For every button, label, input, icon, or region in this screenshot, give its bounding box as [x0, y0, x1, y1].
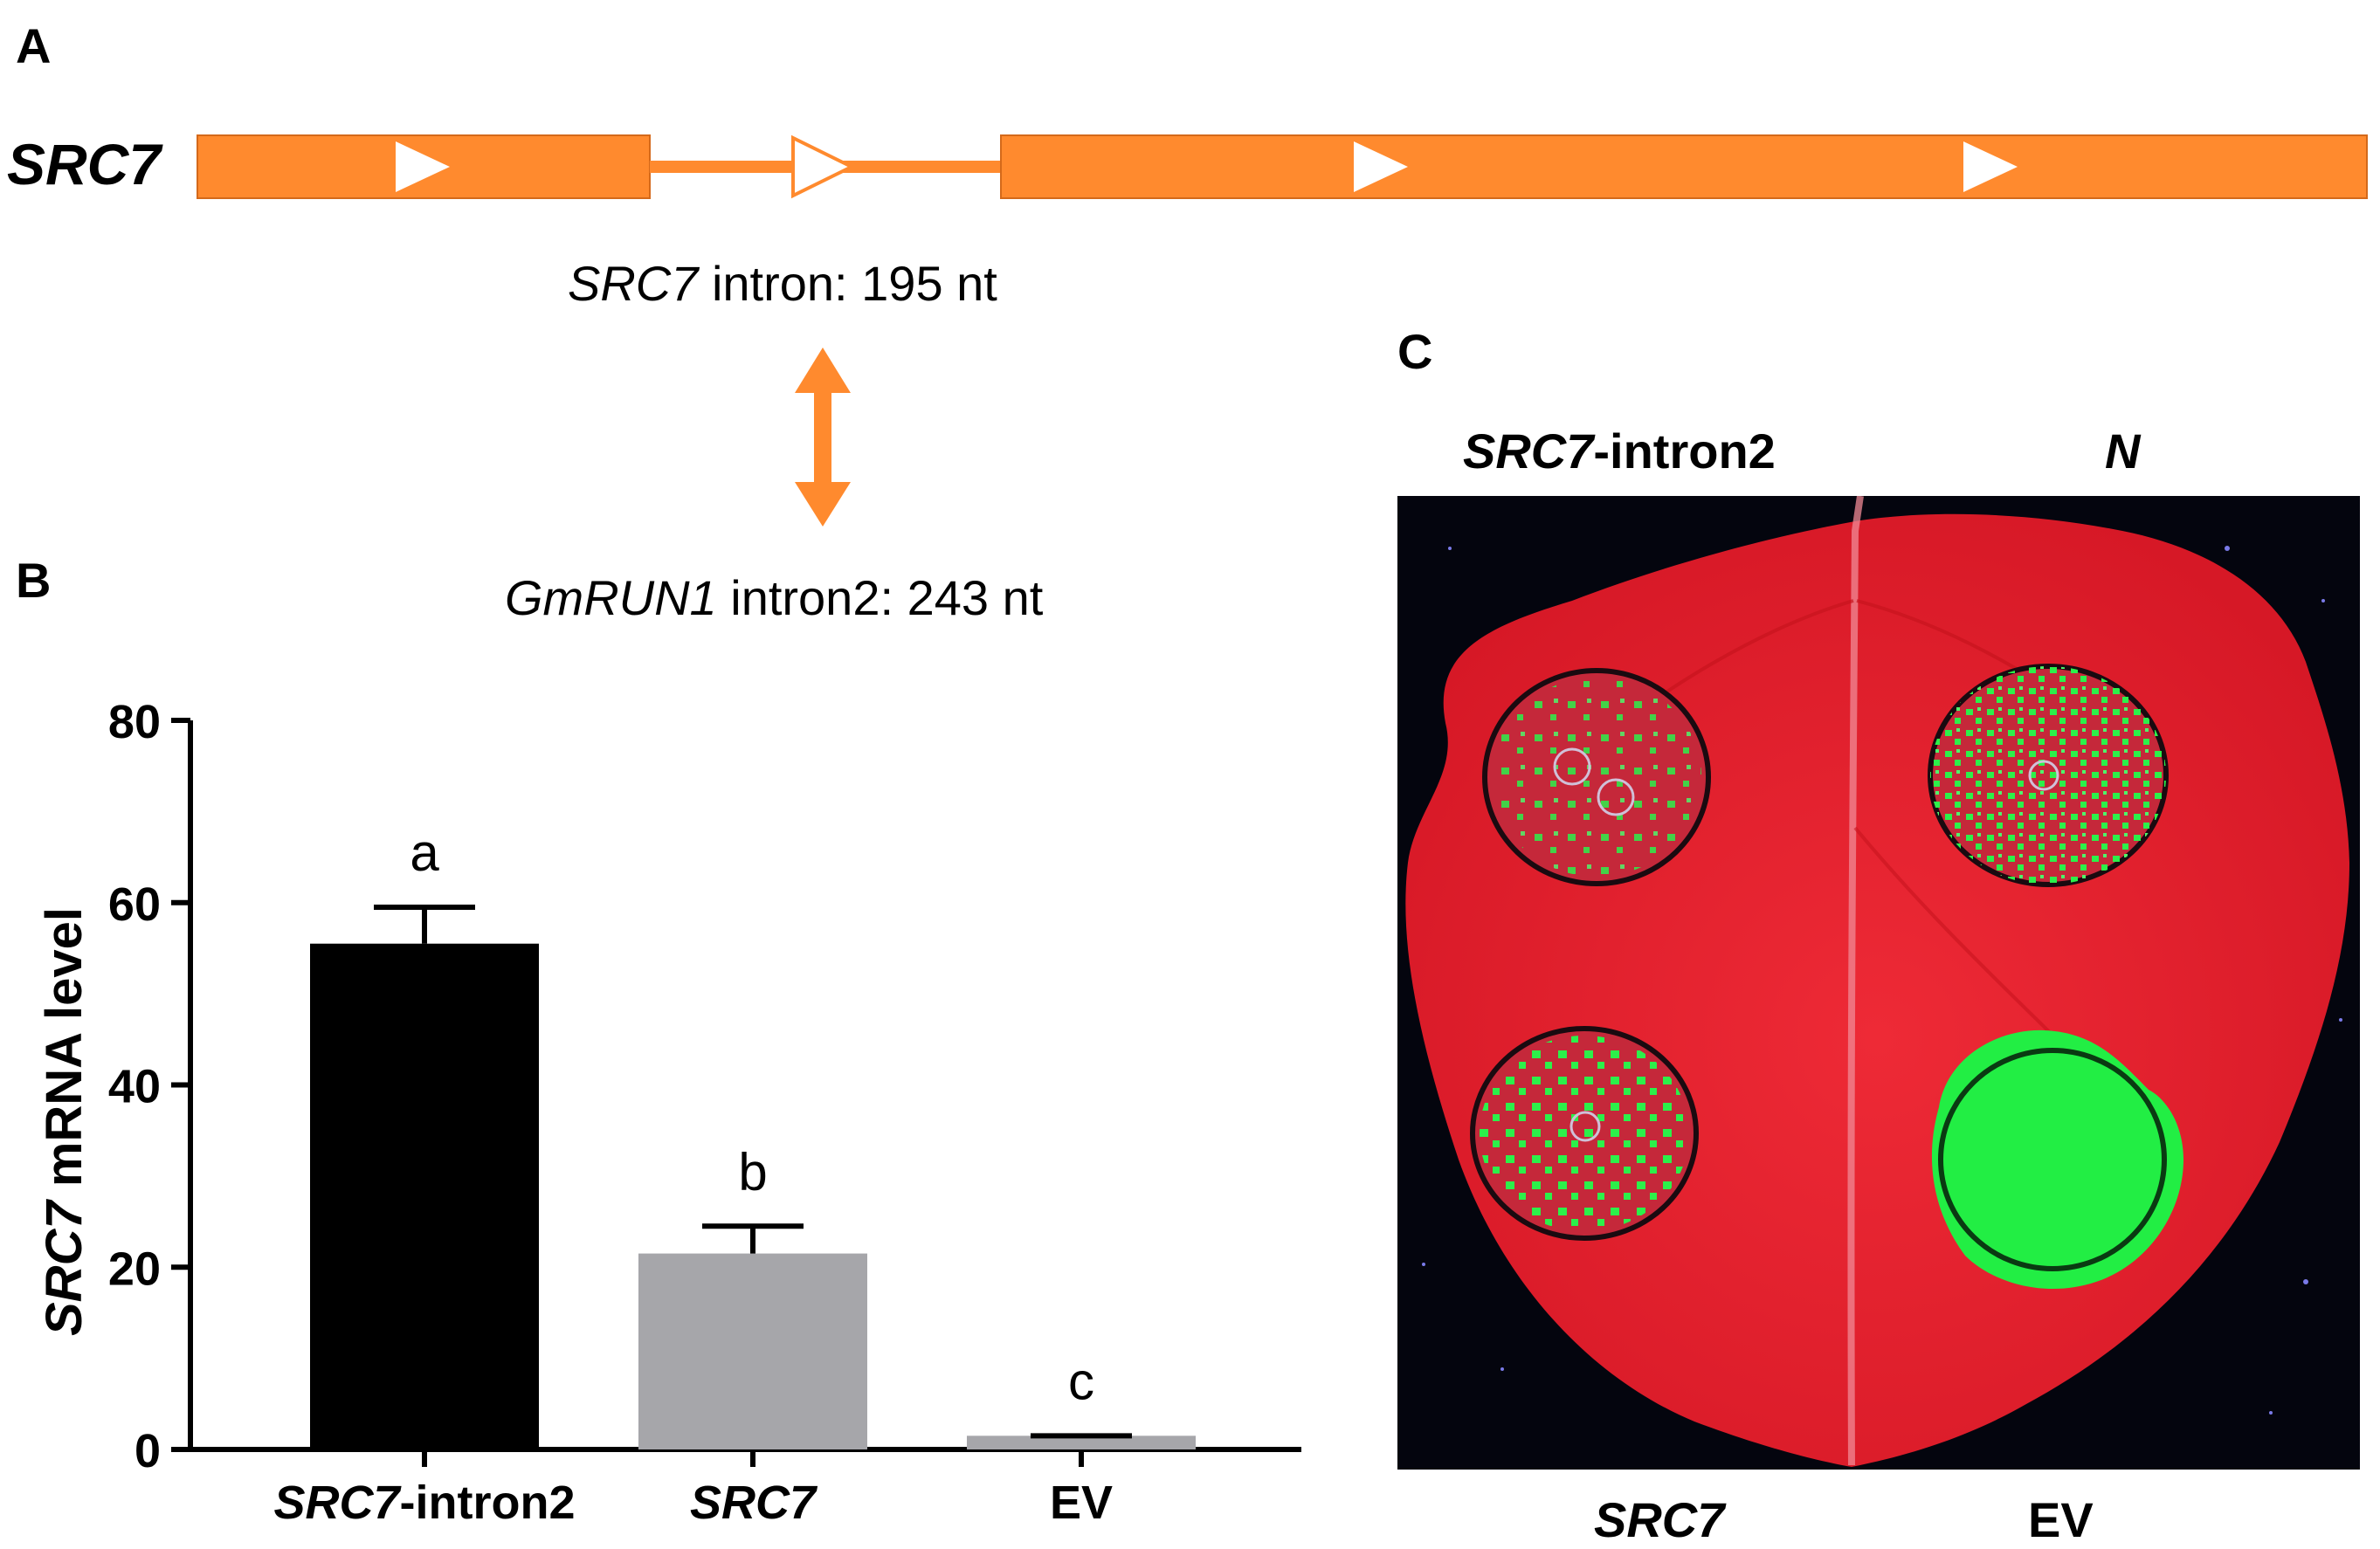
y-tick-label-2: 40: [108, 1061, 161, 1113]
infiltration-spot-bottom-left: [1470, 1026, 1699, 1241]
label-top-right: N: [2105, 423, 2141, 478]
panel-a-letter: A: [16, 18, 52, 73]
background-specks: [1422, 546, 2342, 1415]
infiltration-spot-top-right: [1928, 664, 2169, 887]
exon-arrow-3: [1963, 141, 2018, 192]
infiltration-spot-top-left: [1482, 668, 1711, 886]
panel-c-letter: C: [1397, 324, 1433, 379]
leaf-fluorescence-photo: [1397, 496, 2360, 1470]
significance-letter-2: c: [1068, 1352, 1094, 1410]
panel-b-letter: B: [16, 553, 52, 608]
gmrun1-intron-caption: GmRUN1 intron2: 243 nt: [505, 570, 1044, 625]
significance-letter-1: b: [738, 1142, 767, 1201]
y-tick-label-0: 0: [135, 1425, 161, 1477]
exon-2: [1000, 134, 2368, 199]
label-bottom-right: EV: [2028, 1492, 2094, 1547]
label-top-left: SRC7-intron2: [1463, 423, 1776, 478]
exon-arrow-1: [396, 141, 450, 192]
leaf-midrib: [1847, 496, 1864, 1466]
significance-letter-0: a: [410, 823, 439, 882]
exon-1: [197, 134, 651, 199]
y-axis-label: SRC7 mRNA level: [36, 906, 93, 1336]
bar-0: [310, 943, 539, 1449]
x-category-label-0: SRC7-intron2: [273, 1477, 576, 1529]
bar-2: [967, 1435, 1196, 1449]
bar-1: [638, 1253, 867, 1449]
x-category-label-1: SRC7: [689, 1477, 817, 1529]
label-bottom-left: SRC7: [1594, 1492, 1725, 1547]
intron-arrow: [791, 134, 856, 199]
y-tick-label-4: 80: [108, 696, 161, 748]
src7-intron-caption: SRC7 intron: 195 nt: [568, 256, 997, 311]
y-tick-label-3: 60: [108, 878, 161, 931]
gene-name-label: SRC7: [7, 132, 162, 196]
infiltration-spot-bottom-right: [1931, 1029, 2183, 1290]
x-category-label-2: EV: [1049, 1477, 1114, 1529]
comparison-double-arrow: [795, 348, 851, 527]
y-tick-label-1: 20: [108, 1243, 161, 1295]
exon-arrow-2: [1354, 141, 1408, 192]
